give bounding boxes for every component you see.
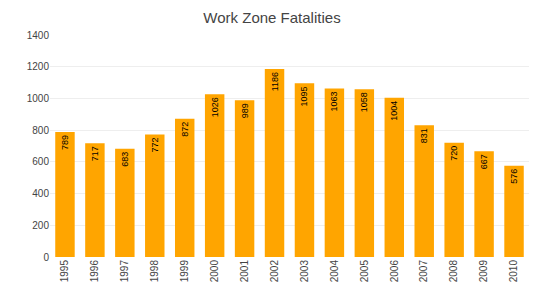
svg-text:2007: 2007 bbox=[418, 260, 429, 283]
svg-text:2006: 2006 bbox=[389, 260, 400, 283]
svg-text:720: 720 bbox=[449, 146, 459, 161]
svg-text:989: 989 bbox=[240, 103, 250, 118]
svg-text:2001: 2001 bbox=[239, 260, 250, 283]
svg-text:1026: 1026 bbox=[210, 97, 220, 117]
svg-text:200: 200 bbox=[32, 220, 49, 231]
svg-text:1063: 1063 bbox=[329, 91, 339, 111]
svg-text:872: 872 bbox=[180, 122, 190, 137]
svg-text:789: 789 bbox=[60, 135, 70, 150]
svg-text:2004: 2004 bbox=[329, 260, 340, 283]
svg-text:600: 600 bbox=[32, 156, 49, 167]
svg-text:576: 576 bbox=[509, 169, 519, 184]
svg-text:1200: 1200 bbox=[27, 61, 50, 72]
svg-text:400: 400 bbox=[32, 188, 49, 199]
svg-text:1997: 1997 bbox=[119, 260, 130, 283]
svg-text:667: 667 bbox=[479, 154, 489, 169]
svg-text:1000: 1000 bbox=[27, 93, 50, 104]
svg-text:1400: 1400 bbox=[27, 30, 50, 41]
svg-text:831: 831 bbox=[419, 128, 429, 143]
svg-text:2003: 2003 bbox=[299, 260, 310, 283]
svg-text:1186: 1186 bbox=[270, 72, 280, 91]
svg-text:1004: 1004 bbox=[389, 101, 399, 121]
svg-text:683: 683 bbox=[120, 152, 130, 167]
svg-text:1998: 1998 bbox=[149, 260, 160, 283]
svg-text:1058: 1058 bbox=[359, 92, 369, 112]
svg-text:2008: 2008 bbox=[448, 260, 459, 283]
svg-text:1095: 1095 bbox=[299, 86, 309, 106]
svg-text:772: 772 bbox=[150, 138, 160, 153]
svg-text:2009: 2009 bbox=[478, 260, 489, 283]
svg-text:1996: 1996 bbox=[89, 260, 100, 283]
svg-text:800: 800 bbox=[32, 125, 49, 136]
svg-text:2002: 2002 bbox=[269, 260, 280, 283]
svg-text:0: 0 bbox=[43, 252, 49, 263]
svg-text:1999: 1999 bbox=[179, 260, 190, 283]
svg-text:2000: 2000 bbox=[209, 260, 220, 283]
svg-text:Work Zone Fatalities: Work Zone Fatalities bbox=[203, 9, 340, 26]
svg-text:1995: 1995 bbox=[59, 260, 70, 283]
svg-text:2005: 2005 bbox=[359, 260, 370, 283]
svg-text:2010: 2010 bbox=[508, 260, 519, 283]
svg-text:717: 717 bbox=[90, 146, 100, 161]
